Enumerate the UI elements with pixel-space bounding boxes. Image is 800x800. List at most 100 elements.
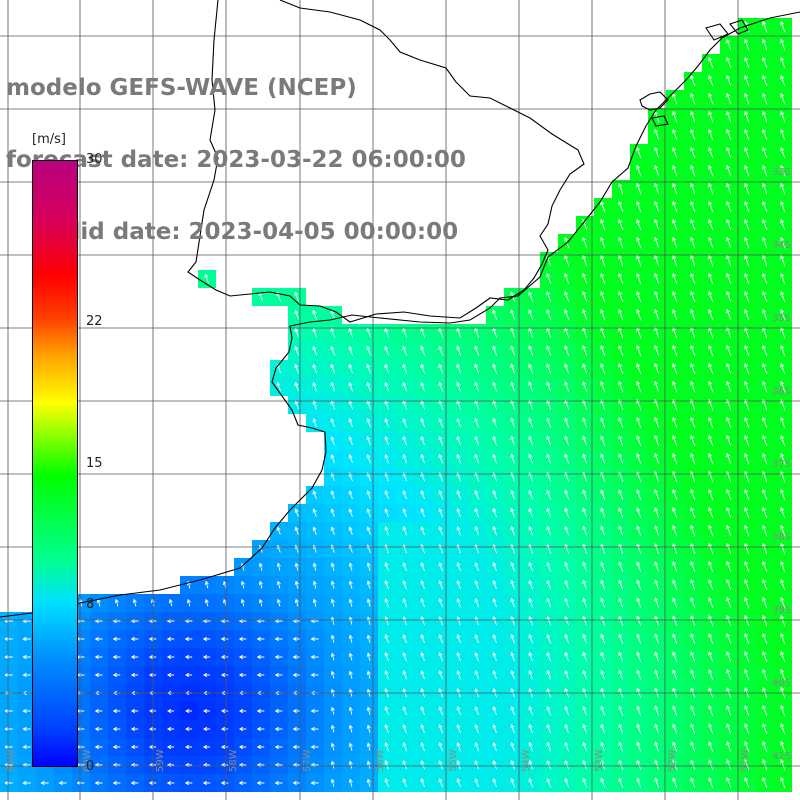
wind-arrow [672,525,678,537]
wind-arrow [438,724,443,734]
wind-arrow [130,726,139,732]
wind-arrow [726,614,732,627]
wind-arrow [780,776,786,789]
wind-arrow [474,489,480,500]
wind-arrow [690,272,696,285]
wind-arrow [402,562,407,572]
wind-arrow [528,579,534,590]
wind-arrow [402,706,407,716]
wind-arrow [238,744,247,750]
latitude-label: 41S [772,751,791,762]
wind-arrow [636,272,642,285]
wind-arrow [420,453,425,464]
wind-arrow [564,290,570,303]
wind-arrow [762,56,768,69]
wind-arrow [672,633,678,645]
wind-arrow [420,760,425,770]
wind-arrow [618,579,624,590]
wind-arrow [312,490,317,499]
wind-arrow [438,562,443,572]
wind-arrow [708,506,714,519]
wind-arrow [726,110,732,123]
wind-arrow [384,345,390,356]
wind-arrow [654,561,660,573]
wind-arrow [726,272,732,285]
wind-arrow [654,236,660,249]
wind-arrow [294,327,300,338]
wind-arrow [546,273,552,285]
wind-arrow [726,651,732,663]
wind-arrow [384,742,389,752]
wind-arrow [690,669,696,681]
wind-arrow [564,579,570,590]
wind-arrow [582,561,588,572]
wind-arrow [166,744,175,750]
wind-arrow [690,543,696,555]
wind-arrow [240,598,245,607]
wind-arrow [166,654,175,660]
wind-arrow [762,308,768,321]
wind-arrow [600,344,606,357]
wind-arrow [348,652,353,661]
wind-arrow [564,435,570,446]
wind-arrow [762,668,768,681]
colorbar-tick-label: 15 [86,455,103,471]
wind-arrow [256,726,265,732]
wind-arrow [274,744,283,750]
wind-arrow [636,543,642,555]
wind-arrow [456,580,461,590]
longitude-label: 57W [302,749,313,772]
wind-arrow [330,526,335,535]
wind-arrow [636,290,642,303]
wind-arrow [618,182,624,195]
wind-arrow [348,381,354,392]
wind-arrow [312,526,317,535]
wind-arrow [672,723,678,734]
wind-arrow [528,381,534,392]
wind-arrow [726,200,732,213]
wind-arrow [708,777,714,789]
wind-arrow [582,723,588,734]
wind-arrow [744,218,750,231]
wind-arrow [618,669,624,680]
wind-arrow [456,363,462,374]
wind-arrow [546,669,552,680]
wind-arrow [492,634,497,644]
wind-arrow [780,560,786,573]
wind-arrow [762,74,768,87]
wind-arrow [330,652,335,661]
wind-arrow [492,561,497,572]
wind-arrow [420,670,425,680]
wind-arrow [330,381,336,392]
wind-arrow [348,598,353,607]
wind-arrow [167,708,174,714]
wind-arrow [330,724,335,733]
wind-arrow [184,780,193,786]
wind-arrow [636,705,642,716]
wind-arrow [292,636,301,642]
latitude-label: 33S [772,167,791,178]
wind-arrow [348,526,353,535]
wind-arrow [726,380,732,393]
wind-arrow [312,381,317,392]
wind-arrow [744,506,750,519]
wind-arrow [474,634,479,644]
wind-arrow [348,706,353,715]
wind-arrow [726,777,732,789]
wind-arrow [4,654,13,660]
wind-arrow [348,742,353,751]
wind-arrow [726,669,732,681]
wind-arrow [292,726,301,732]
wind-arrow [708,579,714,591]
wind-arrow [492,345,498,356]
wind-arrow [438,598,443,608]
wind-arrow [582,363,588,375]
wind-arrow [366,652,371,661]
wind-arrow [366,454,371,464]
wind-arrow [708,434,714,447]
wind-arrow [744,164,750,177]
wind-arrow [384,580,389,590]
wind-arrow [492,724,497,734]
wind-arrow [114,598,119,607]
wind-arrow [384,652,389,662]
